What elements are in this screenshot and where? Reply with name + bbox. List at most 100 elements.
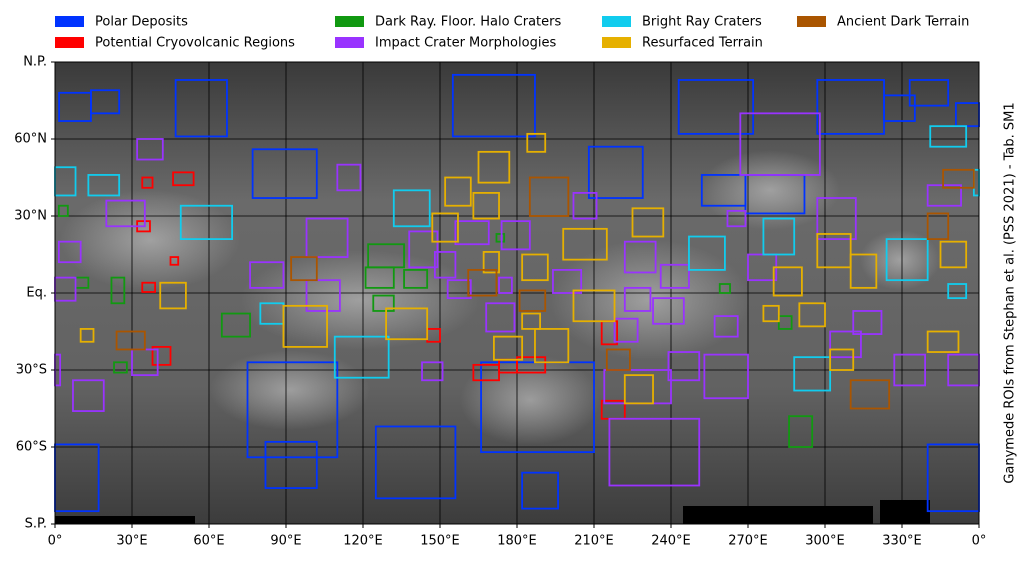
roi-box [659, 263, 690, 289]
roi-box [172, 171, 195, 187]
x-tick-label: 330°E [882, 534, 922, 549]
roi-box [587, 145, 644, 199]
legend-swatch [602, 37, 631, 48]
roi-box [852, 310, 883, 335]
roi-box [798, 302, 826, 328]
roi-box [408, 230, 439, 269]
roi-box [333, 335, 390, 379]
legend-label: Polar Deposits [95, 15, 188, 30]
x-tick-label: 120°E [343, 534, 383, 549]
roi-box [249, 261, 285, 289]
axes: 0° 30°E 60°E 90°E 120°E 150°E 180°E 210°E 240°E 2… [14, 55, 986, 549]
roi-box [521, 312, 542, 330]
roi-box [498, 276, 513, 294]
roi-box [926, 184, 962, 207]
roi-box [516, 356, 547, 374]
roi-box [677, 79, 755, 135]
legend-swatch [335, 16, 364, 27]
roi-box [816, 233, 852, 269]
roi-box [169, 256, 180, 266]
y-tick-label: Eq. [26, 286, 47, 301]
y-tick-label: 30°S [16, 363, 47, 378]
roi-box [364, 266, 395, 289]
roi-box [105, 199, 146, 228]
roi-box [829, 348, 855, 371]
roi-box [136, 138, 164, 161]
legend-swatch [55, 16, 84, 27]
roi-box [264, 440, 318, 489]
x-tick-label: 30°E [116, 534, 147, 549]
roi-box [72, 379, 105, 412]
x-tick-label: 60°E [193, 534, 224, 549]
roi-box [829, 330, 862, 359]
roi-box [467, 268, 498, 297]
y-tick-label: 60°N [14, 132, 47, 147]
roi-box [220, 312, 251, 338]
roi-box [421, 361, 444, 382]
roi-box [908, 79, 950, 107]
roi-box [433, 251, 457, 279]
roi-box [608, 417, 701, 487]
roi-box [451, 73, 536, 138]
roi-box [521, 471, 559, 510]
roi-box [57, 240, 82, 264]
roi-box [87, 174, 121, 197]
roi-box [652, 297, 685, 325]
rois [54, 73, 980, 513]
legend-label: Impact Crater Morphologies [375, 36, 556, 51]
x-tick-label: 240°E [651, 534, 691, 549]
roi-box [942, 168, 975, 189]
roi-box [688, 235, 726, 271]
legend-label: Resurfaced Terrain [642, 36, 763, 51]
y-tick-label: 60°S [16, 440, 47, 455]
roi-box [141, 176, 154, 189]
roi-box [472, 191, 500, 220]
roi-box [57, 204, 69, 217]
roi-box [777, 315, 793, 330]
roi-box [372, 294, 395, 312]
roi-box [444, 176, 472, 207]
roi-box [793, 356, 832, 392]
roi-box [667, 351, 701, 382]
legend: Polar Deposits Potential Cryovolcanic Reg… [55, 15, 969, 51]
roi-box [174, 79, 228, 138]
x-tick-label: 0° [972, 534, 987, 549]
roi-box [623, 286, 652, 312]
roi-box [431, 212, 459, 243]
roi-box [454, 220, 490, 246]
roi-box [623, 240, 657, 274]
roi-box [939, 240, 968, 269]
roi-box [788, 415, 814, 448]
roi-box [403, 268, 429, 289]
roi-box [482, 251, 500, 274]
roi-box [113, 361, 128, 374]
roi-box [179, 204, 233, 241]
roi-box [374, 425, 457, 500]
y-tick-label: N.P. [23, 55, 47, 70]
roi-box [492, 335, 524, 361]
legend-label: Bright Ray Craters [642, 15, 762, 30]
roi-box [762, 304, 780, 323]
roi-box [521, 253, 549, 282]
roi-box [110, 276, 126, 305]
roi-box [926, 212, 950, 241]
roi-box [477, 150, 511, 184]
x-tick-label: 90°E [270, 534, 301, 549]
roi-box [90, 89, 121, 115]
roi-box [141, 281, 156, 293]
legend-label: Ancient Dark Terrain [837, 15, 969, 30]
roi-box [726, 209, 747, 228]
x-tick-label: 210°E [574, 534, 614, 549]
y-tick-label: S.P. [25, 517, 47, 532]
roi-box [446, 279, 472, 300]
roi-box [115, 330, 146, 351]
roi-box [926, 330, 960, 353]
roi-box [336, 163, 362, 192]
roi-box [385, 307, 429, 341]
roi-box [613, 317, 639, 343]
legend-label: Potential Cryovolcanic Regions [95, 36, 295, 51]
roi-box [623, 374, 654, 405]
roi-box [703, 353, 749, 400]
legend-swatch [602, 16, 631, 27]
